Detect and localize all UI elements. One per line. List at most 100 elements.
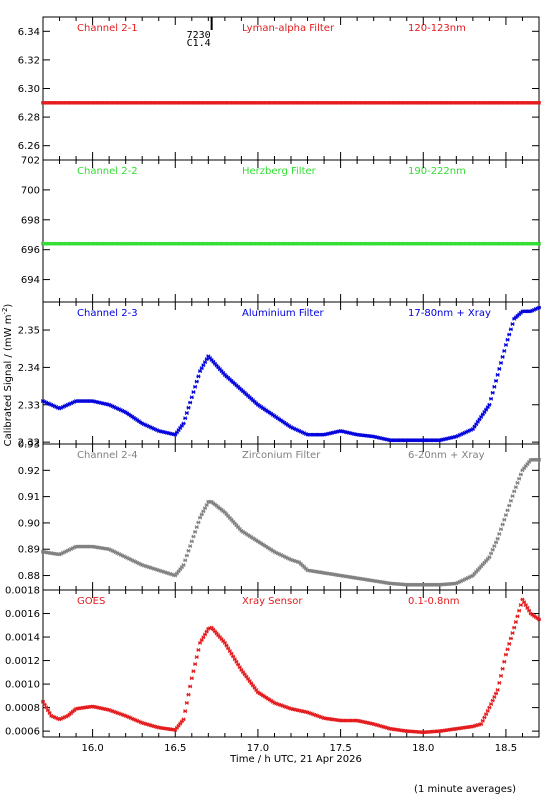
y-tick-label: 2.32 bbox=[18, 438, 40, 449]
data-point bbox=[232, 657, 237, 662]
data-point bbox=[484, 407, 489, 412]
data-point bbox=[480, 718, 485, 723]
y-tick-label: 0.91 bbox=[18, 492, 40, 503]
data-point bbox=[489, 396, 494, 401]
y-tick-label: 0.90 bbox=[18, 518, 40, 529]
data-point bbox=[472, 424, 477, 429]
event-flare-class-label: C1.4 bbox=[187, 38, 211, 49]
x-tick-label: 18.5 bbox=[495, 743, 517, 754]
data-point bbox=[512, 489, 517, 494]
data-point bbox=[517, 476, 522, 481]
data-point bbox=[186, 548, 191, 553]
data-point bbox=[191, 534, 196, 539]
data-point bbox=[515, 614, 520, 619]
data-point bbox=[489, 551, 494, 556]
band-label: 6-20nm + Xray bbox=[408, 450, 485, 461]
averaging-footnote: (1 minute averages) bbox=[414, 784, 516, 795]
data-point bbox=[497, 366, 502, 371]
y-tick-label: 2.33 bbox=[18, 400, 40, 411]
data-point bbox=[184, 700, 189, 705]
data-point bbox=[510, 494, 515, 499]
x-tick-label: 16.5 bbox=[164, 743, 186, 754]
panel-5: GOES Xray Sensor 0.1-0.8nm 0.0006 0.0008 0.00… bbox=[5, 586, 541, 738]
data-point bbox=[227, 649, 232, 653]
data-point bbox=[196, 520, 201, 525]
data-point bbox=[470, 427, 475, 432]
panel-3: Channel 2-3 Aluminium Filter 17-80nm + Xra… bbox=[18, 301, 541, 449]
data-point bbox=[527, 608, 532, 613]
data-point bbox=[234, 659, 239, 664]
y-tick-label: 0.0018 bbox=[5, 586, 40, 597]
data-point bbox=[537, 457, 541, 462]
data-point bbox=[196, 648, 201, 652]
y-tick-label: 698 bbox=[21, 215, 40, 226]
panel-frame bbox=[42, 16, 540, 161]
data-point bbox=[500, 354, 505, 359]
data-point bbox=[193, 662, 198, 667]
data-point bbox=[502, 659, 507, 664]
channel-label: Channel 2-3 bbox=[77, 308, 138, 319]
data-point bbox=[500, 666, 505, 671]
data-point bbox=[181, 717, 186, 722]
event-active-region-label: 7230 bbox=[187, 30, 211, 41]
data-point bbox=[181, 563, 186, 567]
data-point bbox=[525, 605, 530, 610]
channel-label: GOES bbox=[77, 596, 105, 607]
data-point bbox=[507, 503, 512, 508]
data-point bbox=[490, 390, 495, 395]
data-point bbox=[203, 632, 208, 637]
data-point bbox=[47, 711, 52, 715]
data-point bbox=[494, 378, 499, 383]
data-point bbox=[498, 673, 503, 678]
data-point bbox=[237, 665, 242, 670]
data-point bbox=[181, 421, 186, 426]
data-point bbox=[487, 402, 492, 407]
data-point bbox=[484, 712, 489, 717]
data-point bbox=[495, 372, 500, 377]
panel-frame bbox=[42, 159, 540, 303]
y-tick-label: 0.92 bbox=[18, 466, 40, 477]
y-tick-label: 0.0014 bbox=[5, 633, 40, 644]
data-point bbox=[508, 636, 513, 641]
data-point bbox=[505, 337, 510, 342]
y-tick-label: 0.0008 bbox=[5, 703, 40, 714]
data-point bbox=[489, 702, 494, 707]
y-tick-label: 2.34 bbox=[18, 363, 40, 374]
data-point bbox=[201, 635, 206, 640]
data-point bbox=[189, 539, 194, 544]
y-tick-label: 6.26 bbox=[18, 141, 40, 152]
data-point bbox=[523, 603, 528, 608]
data-point bbox=[201, 363, 206, 368]
data-point bbox=[490, 698, 495, 703]
data-point bbox=[475, 419, 480, 424]
y-tick-label: 0.0006 bbox=[5, 727, 40, 738]
band-label: 190-222nm bbox=[408, 166, 466, 177]
data-point bbox=[193, 529, 198, 534]
data-point bbox=[479, 722, 484, 727]
data-point bbox=[517, 608, 522, 613]
data-point bbox=[492, 544, 497, 549]
y-axis-title-close: ) bbox=[3, 304, 14, 308]
data-point bbox=[502, 348, 507, 353]
data-point bbox=[194, 379, 199, 384]
data-point bbox=[204, 629, 209, 634]
data-point bbox=[41, 699, 45, 704]
data-point bbox=[203, 360, 208, 365]
data-point bbox=[229, 651, 234, 656]
data-point bbox=[222, 640, 227, 645]
data-point bbox=[492, 384, 497, 389]
data-point bbox=[194, 525, 199, 530]
data-point bbox=[498, 527, 503, 532]
data-point bbox=[518, 472, 523, 477]
y-axis-title-exponent: -2 bbox=[1, 308, 9, 315]
data-point bbox=[191, 669, 196, 674]
data-point bbox=[522, 600, 527, 605]
data-point bbox=[203, 506, 208, 511]
filter-label: Lyman-alpha Filter bbox=[242, 23, 335, 34]
data-point bbox=[474, 422, 479, 427]
data-point bbox=[505, 647, 510, 652]
data-point bbox=[494, 691, 499, 696]
data-point bbox=[204, 503, 209, 507]
data-point bbox=[487, 555, 492, 560]
